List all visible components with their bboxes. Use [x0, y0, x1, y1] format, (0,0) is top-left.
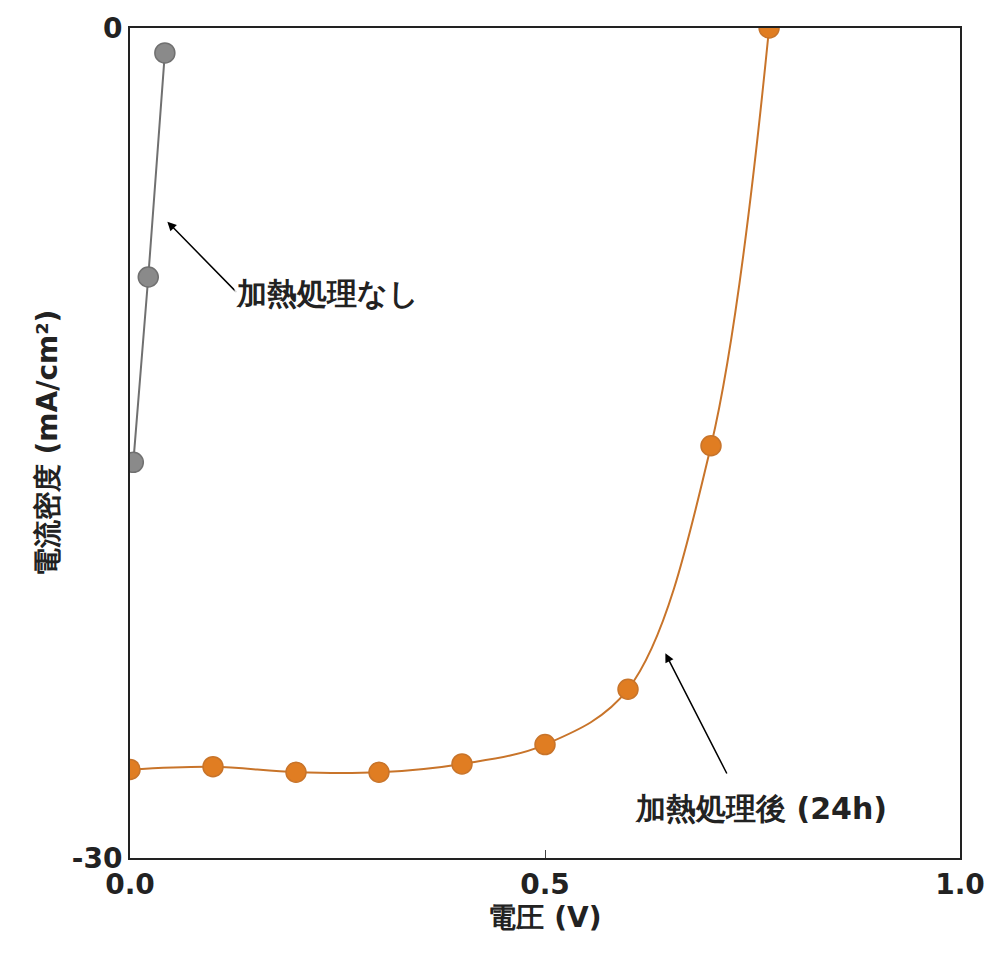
svg-text:-30: -30	[72, 842, 123, 875]
svg-text:0.5: 0.5	[520, 868, 570, 901]
svg-text:電圧 (V): 電圧 (V)	[488, 901, 601, 934]
svg-text:電流密度 (mA/cm²): 電流密度 (mA/cm²)	[31, 310, 64, 576]
svg-text:0: 0	[103, 12, 122, 45]
svg-text:加熱処理なし: 加熱処理なし	[236, 276, 419, 311]
svg-text:1.0: 1.0	[935, 868, 985, 901]
svg-text:加熱処理後 (24h): 加熱処理後 (24h)	[635, 791, 887, 826]
svg-text:0.0: 0.0	[105, 868, 155, 901]
